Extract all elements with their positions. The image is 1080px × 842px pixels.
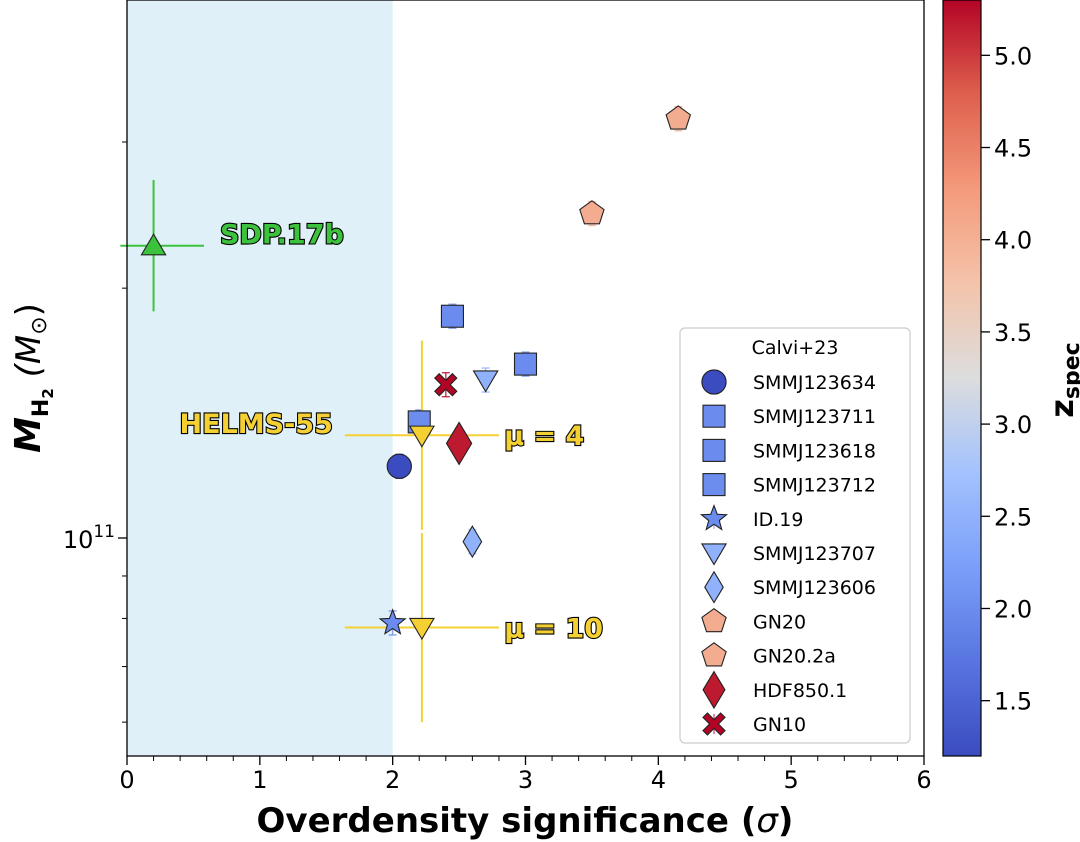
legend-marker-SMMJ123618 (702, 438, 726, 462)
colorbar: 1.5 2.0 2.5 3.0 3.5 4.0 4.5 5.0 zspec (942, 0, 1080, 757)
colorbar-ticks: 1.5 2.0 2.5 3.0 3.5 4.0 4.5 5.0 (981, 42, 1032, 716)
point-SDP.17b (140, 233, 167, 256)
point-GN20 (665, 105, 692, 130)
point-HDF850.1 (445, 421, 473, 466)
svg-text:MH2 (M⊙): MH2 (M⊙) (8, 303, 57, 453)
legend-label-GN20.2a: GN20.2a (753, 646, 836, 668)
point-ID.19 (378, 608, 407, 635)
cbar-tick-label-5.0: 5.0 (994, 42, 1032, 70)
legend-label-ID.19: ID.19 (753, 509, 803, 531)
annotation-HELMS-55: HELMS-55 (180, 409, 333, 440)
legend-label-SMMJ123712: SMMJ123712 (753, 475, 876, 497)
x-tick-label-6: 6 (916, 766, 931, 794)
x-tick-label-1: 1 (252, 766, 267, 794)
x-tick-label-3: 3 (518, 766, 533, 794)
x-axis-title: Overdensity significance (σ) (257, 801, 794, 841)
point-SMMJ123707 (472, 370, 499, 393)
annotation-labels: SDP.17b HELMS-55 μ = 4 μ = 10 (178, 219, 604, 646)
legend-marker-SMMJ123606 (704, 570, 724, 604)
legend-label-GN10: GN10 (753, 714, 806, 736)
legend-frame (679, 327, 911, 744)
colorbar-label: zspec (1043, 342, 1080, 417)
cbar-tick-label-3.5: 3.5 (994, 319, 1032, 347)
cbar-tick-label-1.5: 1.5 (994, 688, 1032, 716)
point-GN20.2a (579, 200, 605, 225)
x-tick-label-4: 4 (651, 766, 666, 794)
legend-label-SMMJ123711: SMMJ123711 (753, 406, 876, 428)
cbar-tick-label-2.0: 2.0 (994, 595, 1032, 623)
point-HELMS-55-mu4 (408, 425, 435, 448)
point-SMMJ123606 (462, 525, 483, 559)
legend-marker-GN20 (701, 607, 727, 633)
x-tick-label-0: 0 (119, 766, 134, 794)
x-tick-label-2: 2 (385, 766, 400, 794)
annotation-mu4: μ = 4 (504, 421, 584, 452)
cbar-tick-label-3.0: 3.0 (994, 411, 1032, 439)
legend-title: Calvi+23 (752, 337, 839, 359)
legend-marker-SMMJ123634 (701, 369, 727, 395)
legend-label-SMMJ123606: SMMJ123606 (753, 577, 876, 599)
legend-marker-SMMJ123711 (702, 404, 726, 428)
legend-marker-GN20.2a (701, 642, 727, 667)
data-points (140, 105, 692, 641)
legend-marker-SMMJ123712 (702, 473, 726, 497)
cbar-tick-label-4.5: 4.5 (994, 135, 1032, 163)
legend-label-SMMJ123707: SMMJ123707 (753, 543, 876, 565)
annotation-SDP.17b: SDP.17b (220, 220, 344, 251)
legend: Calvi+23 SMMJ123634SMMJ123711SMMJ123618S… (679, 327, 911, 744)
legend-label-SMMJ123618: SMMJ123618 (753, 440, 876, 462)
point-HELMS-55-mu10 (408, 617, 435, 641)
legend-marker-ID.19 (699, 504, 729, 531)
legend-label-HDF850.1: HDF850.1 (753, 680, 847, 702)
point-SMMJ123618 (513, 352, 538, 376)
point-SMMJ123711 (440, 304, 464, 328)
legend-items: SMMJ123634 SMMJ123711 SMMJ123618 SMMJ123712… (699, 369, 876, 736)
legend-label-GN20: GN20 (753, 611, 806, 633)
annotation-mu10: μ = 10 (504, 614, 603, 645)
legend-marker-HDF850.1 (702, 670, 726, 710)
legend-marker-SMMJ123707 (700, 543, 728, 566)
x-tick-label-5: 5 (784, 766, 799, 794)
legend-marker-GN10 (702, 712, 726, 736)
cbar-tick-label-4.0: 4.0 (994, 227, 1032, 255)
y-axis-ticks: 1011 (63, 141, 127, 723)
svg-text:zspec: zspec (1043, 342, 1080, 417)
shaded-region (127, 0, 393, 756)
point-GN10 (434, 372, 458, 397)
cbar-tick-label-2.5: 2.5 (994, 503, 1032, 531)
legend-label-SMMJ123634: SMMJ123634 (753, 372, 876, 394)
y-tick-label-1e11: 1011 (63, 522, 115, 554)
y-axis-title: MH2 (M⊙) (8, 303, 57, 453)
x-axis-ticks: 0 1 2 3 4 5 6 (119, 756, 932, 794)
colorbar-gradient (942, 0, 982, 757)
point-SMMJ123634 (386, 453, 412, 479)
